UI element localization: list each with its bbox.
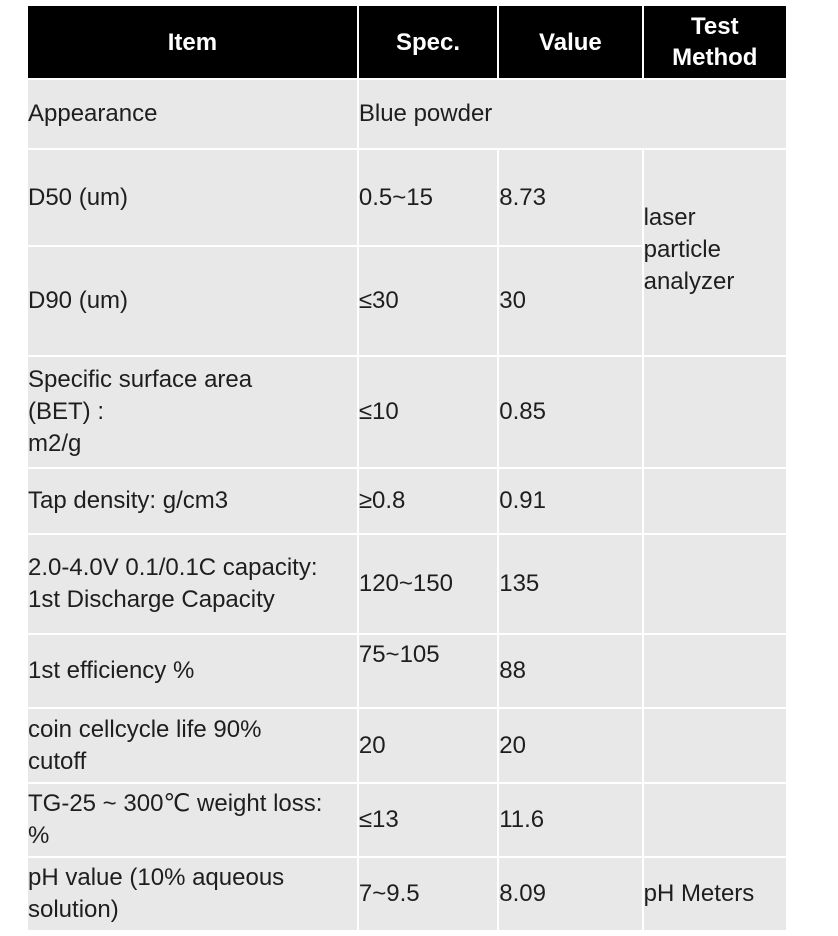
row-item: 2.0-4.0V 0.1/0.1C capacity: 1st Discharg…: [26, 533, 359, 635]
row-value: 8.09: [497, 856, 644, 932]
row-spec: 0.5~15: [356, 148, 500, 247]
row-spec: ≤10: [356, 355, 500, 469]
table-row: TG-25 ~ 300℃ weight loss: % ≤13 11.6: [26, 782, 789, 858]
row-spec: 120~150: [356, 533, 500, 635]
header-value: Value: [497, 4, 644, 80]
row-test-method: [641, 355, 789, 469]
row-item: pH value (10% aqueous solution): [26, 856, 359, 932]
row-spec: 20: [356, 707, 500, 784]
row-test-method: pH Meters: [641, 856, 789, 932]
table-row: D50 (um) 0.5~15 8.73 laser particle anal…: [26, 148, 789, 357]
row-value: 30: [497, 245, 644, 357]
row-value: 135: [497, 533, 644, 635]
row-value: 20: [497, 707, 644, 784]
table-row: pH value (10% aqueous solution) 7~9.5 8.…: [26, 856, 789, 932]
row-item: Tap density: g/cm3: [26, 467, 359, 535]
row-test-method: [641, 533, 789, 635]
row-spec: ≤30: [356, 245, 500, 357]
row-spec: ≤13: [356, 782, 500, 858]
row-spec-value: Blue powder: [356, 78, 789, 150]
row-value: 0.85: [497, 355, 644, 469]
row-item: D90 (um): [26, 245, 359, 357]
header-spec: Spec.: [356, 4, 500, 80]
row-value: 11.6: [497, 782, 644, 858]
row-value: 88: [497, 633, 644, 709]
table-row: 1st efficiency % 75~105 88: [26, 633, 789, 709]
table-row: Specific surface area (BET) : m2/g ≤10 0…: [26, 355, 789, 469]
row-spec: 75~105: [356, 633, 500, 709]
row-value: 8.73: [497, 148, 644, 247]
spec-table: Item Spec. Value Test Method Appearance …: [26, 4, 789, 932]
row-value: 0.91: [497, 467, 644, 535]
row-test-method: [641, 467, 789, 535]
table-row: Tap density: g/cm3 ≥0.8 0.91: [26, 467, 789, 535]
row-test-method: [641, 782, 789, 858]
row-item: D50 (um): [26, 148, 359, 247]
row-test-method: [641, 633, 789, 709]
header-item: Item: [26, 4, 359, 80]
row-test-method: [641, 707, 789, 784]
row-item: TG-25 ~ 300℃ weight loss: %: [26, 782, 359, 858]
table-row: Appearance Blue powder: [26, 78, 789, 150]
header-row: Item Spec. Value Test Method: [26, 4, 789, 80]
table-row: coin cellcycle life 90% cutoff 20 20: [26, 707, 789, 784]
row-spec: 7~9.5: [356, 856, 500, 932]
row-item: Appearance: [26, 78, 359, 150]
table-row: 2.0-4.0V 0.1/0.1C capacity: 1st Discharg…: [26, 533, 789, 635]
table-row: D90 (um) ≤30 30: [26, 245, 787, 357]
row-item: 1st efficiency %: [26, 633, 359, 709]
row-item: coin cellcycle life 90% cutoff: [26, 707, 359, 784]
row-spec: ≥0.8: [356, 467, 500, 535]
row-test-method: laser particle analyzer: [641, 148, 789, 357]
row-item: Specific surface area (BET) : m2/g: [26, 355, 359, 469]
header-test-method: Test Method: [641, 4, 789, 80]
